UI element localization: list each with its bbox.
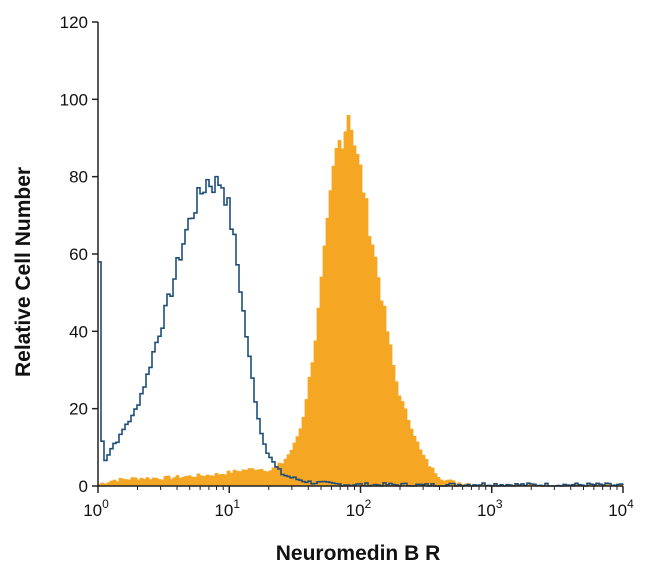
- series-outline-histogram: [98, 175, 624, 487]
- y-tick-label: 100: [60, 90, 88, 109]
- series-filled-histogram: [97, 115, 624, 487]
- x-tick-label: 100: [83, 497, 109, 520]
- x-tick-label: 102: [346, 497, 372, 520]
- y-tick-label: 60: [69, 245, 88, 264]
- x-tick-label: 104: [608, 497, 634, 520]
- y-tick-label: 40: [69, 322, 88, 341]
- y-tick-label: 20: [69, 400, 88, 419]
- y-tick-label: 120: [60, 13, 88, 32]
- x-tick-label: 101: [214, 497, 240, 520]
- x-axis-title: Neuromedin B R: [276, 542, 441, 565]
- x-tick-label: 103: [477, 497, 503, 520]
- y-tick-label: 0: [79, 477, 88, 496]
- y-axis-title: Relative Cell Number: [12, 167, 35, 377]
- y-tick-label: 80: [69, 168, 88, 187]
